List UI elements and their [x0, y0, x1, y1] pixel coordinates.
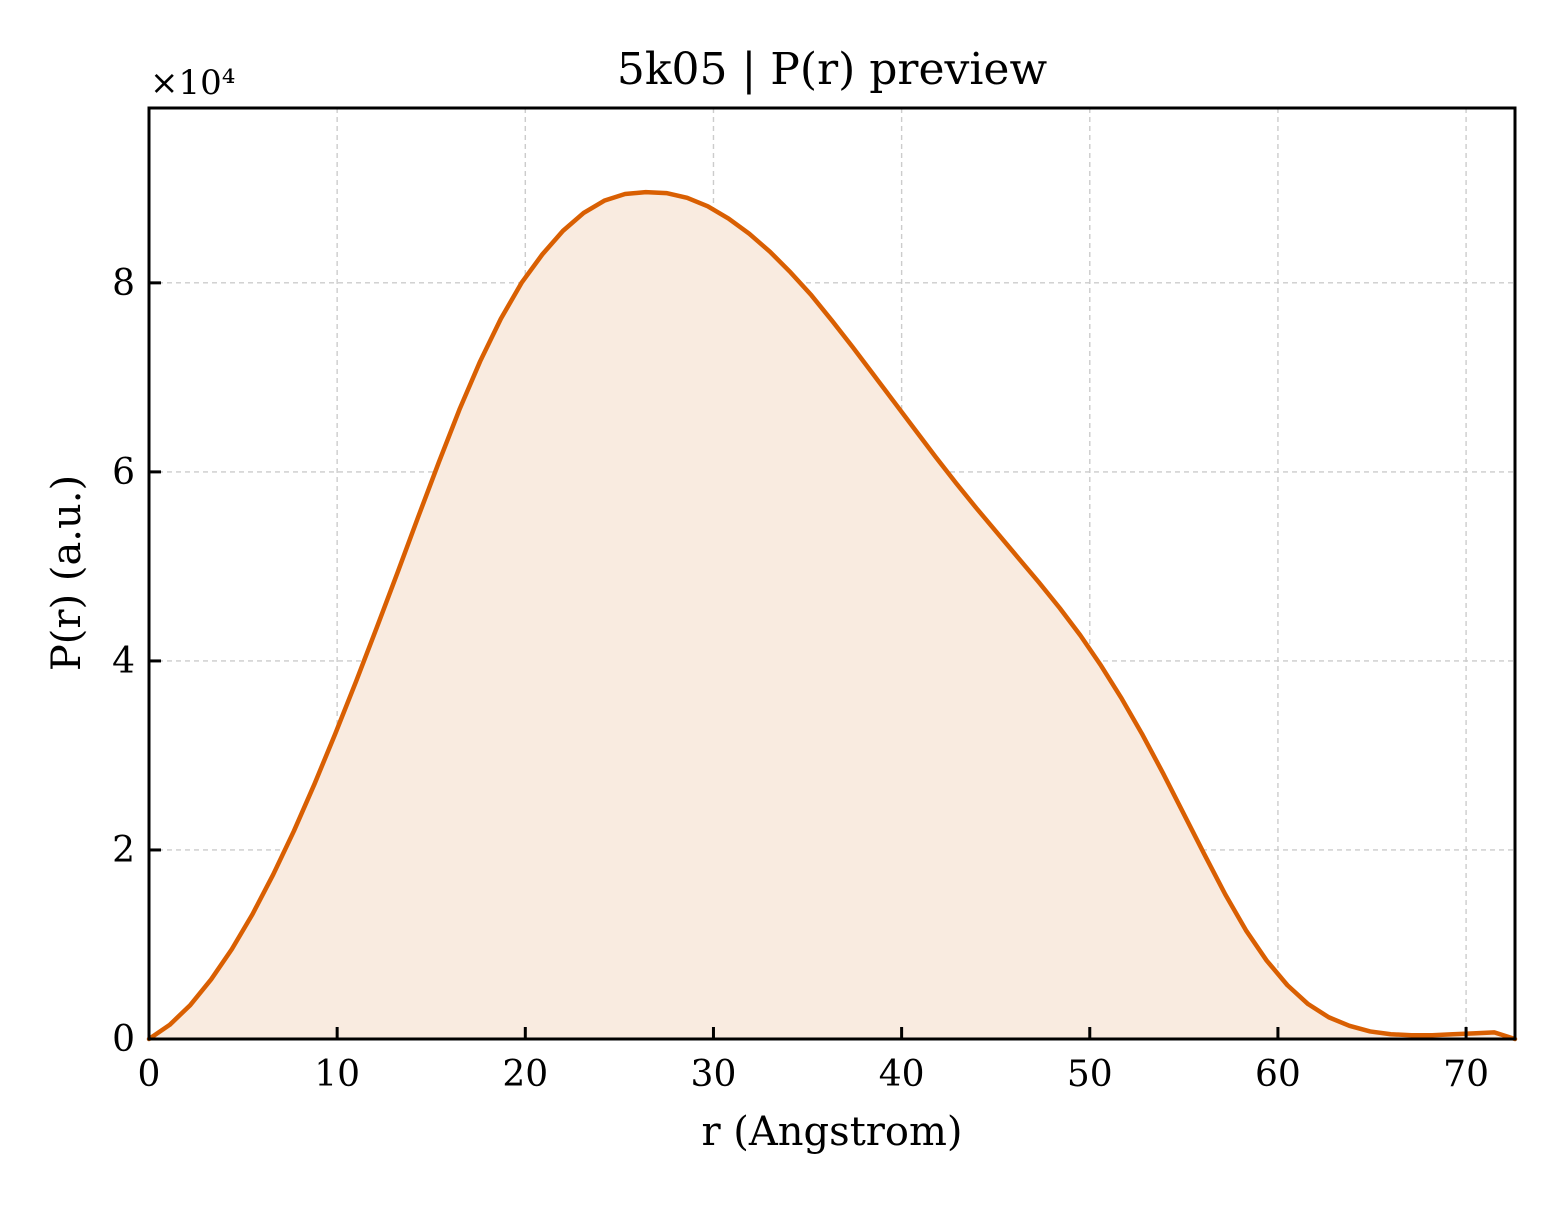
x-tick-label: 0 [138, 1054, 161, 1095]
x-tick-label: 10 [314, 1054, 360, 1095]
tick-label-layer: 0 10 20 30 40 50 60 70 0 2 4 6 8 [112, 263, 1489, 1095]
area-fill [149, 192, 1515, 1039]
y-tick-label: 0 [112, 1019, 135, 1060]
y-tick-label: 4 [112, 641, 135, 682]
x-tick-label: 70 [1443, 1054, 1489, 1095]
x-tick-label: 20 [502, 1054, 548, 1095]
chart-title: 5k05 | P(r) preview [617, 44, 1048, 95]
series-line [146, 189, 1518, 1042]
x-tick-label: 40 [879, 1054, 925, 1095]
x-axis-label: r (Angstrom) [701, 1109, 962, 1155]
y-tick-label: 6 [112, 452, 135, 493]
x-tick-label: 50 [1067, 1054, 1113, 1095]
y-tick-label: 2 [112, 830, 135, 871]
x-tick-label: 30 [691, 1054, 737, 1095]
y-multiplier-label: ×10⁴ [150, 63, 235, 103]
y-tick-label: 8 [112, 263, 135, 304]
x-tick-label: 60 [1255, 1054, 1301, 1095]
tick-layer [147, 281, 1468, 1041]
y-axis-label: P(r) (a.u.) [44, 475, 90, 671]
plot-frame [147, 106, 1517, 1041]
